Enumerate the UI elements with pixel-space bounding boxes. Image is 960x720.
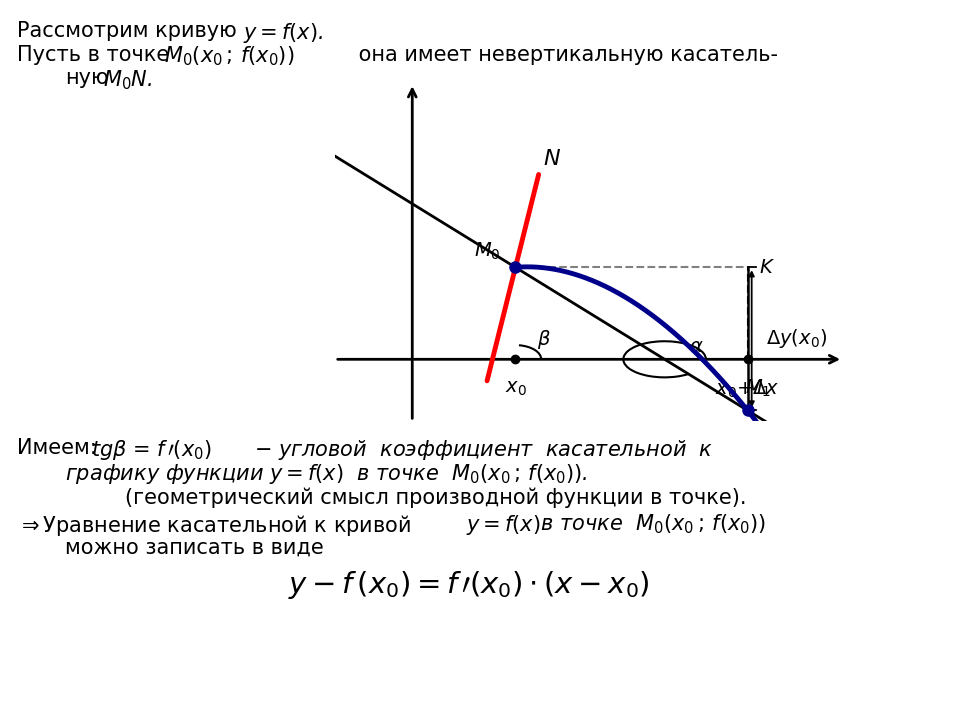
Text: $\Rightarrow$Уравнение касательной к кривой: $\Rightarrow$Уравнение касательной к кри… xyxy=(17,513,412,538)
Text: в точке  $M_0(x_0\,;\,f(x_0))$: в точке $M_0(x_0\,;\,f(x_0))$ xyxy=(534,513,766,536)
Text: $y = f(x)$: $y = f(x)$ xyxy=(466,513,540,536)
Text: Рассмотрим кривую: Рассмотрим кривую xyxy=(17,21,237,41)
Text: Пусть в точке: Пусть в точке xyxy=(17,45,170,65)
Text: $\alpha$: $\alpha$ xyxy=(689,337,704,356)
Text: $y = f(x)$.: $y = f(x)$. xyxy=(243,21,324,45)
Text: $y - f\,(x_0) = f\,{\prime}(x_0)\cdot(x - x_0)$: $y - f\,(x_0) = f\,{\prime}(x_0)\cdot(x … xyxy=(288,569,650,600)
Text: можно записать в виде: можно записать в виде xyxy=(65,538,324,558)
Text: графику функции $y = f(x)$  в точке  $M_0(x_0\,;\,f(x_0))$.: графику функции $y = f(x)$ в точке $M_0(… xyxy=(65,462,588,486)
Text: $M_0(x_0\,;\,f(x_0))$: $M_0(x_0\,;\,f(x_0))$ xyxy=(164,45,295,68)
Text: $K$: $K$ xyxy=(759,258,775,277)
Text: $-$ угловой  коэффициент  касательной  к: $-$ угловой коэффициент касательной к xyxy=(254,438,713,462)
Text: $M_0$: $M_0$ xyxy=(474,241,500,262)
Text: (геометрический смысл производной функции в точке).: (геометрический смысл производной функци… xyxy=(125,487,746,508)
Text: $\beta$: $\beta$ xyxy=(537,328,551,351)
Text: она имеет невертикальную касатель-: она имеет невертикальную касатель- xyxy=(352,45,779,65)
Text: $M_1$: $M_1$ xyxy=(745,378,771,399)
Text: $x_0$: $x_0$ xyxy=(505,379,526,398)
Text: $x_0{+}\Delta x$: $x_0{+}\Delta x$ xyxy=(715,379,780,400)
Text: $M_0N$.: $M_0N$. xyxy=(103,68,152,92)
Text: tg$\beta$ = $f\,{\prime}(x_0)$: tg$\beta$ = $f\,{\prime}(x_0)$ xyxy=(91,438,212,462)
Text: Имеем:: Имеем: xyxy=(17,438,97,458)
Text: $N$: $N$ xyxy=(542,149,561,169)
Text: ную: ную xyxy=(65,68,108,89)
Text: $\Delta y(x_0)$: $\Delta y(x_0)$ xyxy=(766,328,827,351)
